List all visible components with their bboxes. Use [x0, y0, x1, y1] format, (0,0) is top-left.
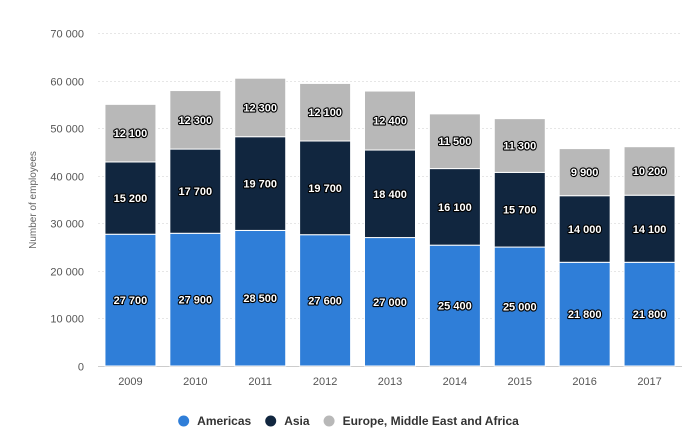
data-label: 27 600 — [308, 295, 342, 307]
data-label: 28 500 — [243, 293, 277, 305]
bar-segment[interactable] — [623, 194, 676, 263]
bar-segment[interactable] — [169, 232, 222, 367]
legend-label: Asia — [284, 414, 310, 428]
y-tick-label: 30 000 — [50, 219, 84, 231]
x-tick-label: 2014 — [443, 376, 467, 388]
data-label: 11 500 — [438, 136, 471, 148]
bar-segment[interactable] — [428, 113, 481, 170]
bar-segment[interactable] — [169, 90, 222, 150]
x-tick-label: 2015 — [508, 376, 532, 388]
y-axis-label: Number of employees — [28, 151, 39, 249]
legend-item[interactable]: Americas — [178, 414, 252, 428]
bar-segment[interactable] — [104, 233, 157, 367]
data-label: 9 900 — [571, 167, 599, 179]
y-tick-label: 10 000 — [50, 314, 84, 326]
legend-marker-icon — [323, 415, 335, 427]
data-label: 10 200 — [633, 166, 667, 178]
data-label: 17 700 — [179, 186, 213, 198]
data-label: 27 900 — [179, 295, 213, 307]
data-label: 12 300 — [179, 115, 213, 127]
bar-segment[interactable] — [364, 237, 416, 367]
x-tick-label: 2013 — [378, 376, 402, 388]
y-axis: 0 10 000 20 000 30 000 40 000 50 000 60 000 70 … — [50, 29, 84, 374]
bars — [104, 77, 676, 367]
legend-label: Europe, Middle East and Africa — [343, 414, 520, 428]
bar-segment[interactable] — [558, 195, 611, 263]
data-label: 15 700 — [503, 205, 537, 217]
y-tick-label: 40 000 — [50, 172, 84, 184]
y-tick-label: 0 — [78, 362, 84, 374]
bar-segment[interactable] — [623, 146, 676, 196]
data-label: 12 400 — [373, 116, 407, 128]
data-label: 27 000 — [373, 297, 407, 309]
data-label: 21 800 — [568, 309, 602, 321]
legend-item[interactable]: Asia — [265, 414, 310, 428]
data-label: 19 700 — [243, 179, 277, 191]
y-tick-label: 70 000 — [50, 29, 84, 41]
bar-segment[interactable] — [234, 77, 287, 138]
y-tick-label: 50 000 — [50, 124, 84, 136]
bar-segment[interactable] — [299, 140, 352, 236]
x-axis: 2009 2010 2011 2012 2013 2014 2015 2016 2017 — [118, 376, 662, 388]
legend-marker-icon — [265, 415, 277, 427]
y-tick-label: 20 000 — [50, 267, 84, 279]
data-labels: 27 700 15 200 12 100 27 900 17 700 12 300 28 5… — [113, 101, 668, 322]
data-label: 21 800 — [633, 309, 667, 321]
x-tick-label: 2009 — [118, 376, 142, 388]
bar-segment[interactable] — [558, 148, 611, 197]
bar-segment[interactable] — [104, 103, 157, 163]
bar-segment[interactable] — [234, 229, 287, 367]
data-label: 12 100 — [308, 107, 342, 119]
bar-segment[interactable] — [364, 90, 416, 151]
legend-marker-icon — [178, 415, 190, 427]
data-label: 14 000 — [568, 224, 602, 236]
data-label: 16 100 — [438, 202, 472, 214]
bar-segment[interactable] — [299, 82, 352, 142]
x-tick-label: 2010 — [183, 376, 207, 388]
bar-segment[interactable] — [428, 168, 481, 246]
bar-segment[interactable] — [234, 136, 287, 231]
data-label: 12 300 — [243, 102, 277, 114]
data-label: 25 400 — [438, 301, 472, 313]
bar-segment[interactable] — [169, 148, 222, 234]
data-label: 18 400 — [373, 189, 407, 201]
legend[interactable]: Americas Asia Europe, Middle East and Afri… — [178, 414, 519, 428]
y-tick-label: 60 000 — [50, 77, 84, 89]
x-tick-label: 2017 — [637, 376, 661, 388]
data-label: 27 700 — [114, 295, 148, 307]
bar-segment[interactable] — [299, 234, 352, 367]
data-label: 14 100 — [633, 224, 667, 236]
x-tick-label: 2012 — [313, 376, 337, 388]
x-tick-label: 2016 — [572, 376, 596, 388]
x-tick-label: 2011 — [248, 376, 272, 388]
data-label: 19 700 — [308, 183, 342, 195]
legend-item[interactable]: Europe, Middle East and Africa — [323, 414, 520, 428]
data-label: 25 000 — [503, 302, 537, 314]
data-label: 12 100 — [114, 128, 148, 140]
bar-segment[interactable] — [493, 118, 546, 173]
data-label: 15 200 — [114, 193, 148, 205]
data-label: 11 300 — [503, 141, 536, 153]
legend-label: Americas — [197, 414, 251, 428]
bar-segment[interactable] — [364, 149, 416, 239]
